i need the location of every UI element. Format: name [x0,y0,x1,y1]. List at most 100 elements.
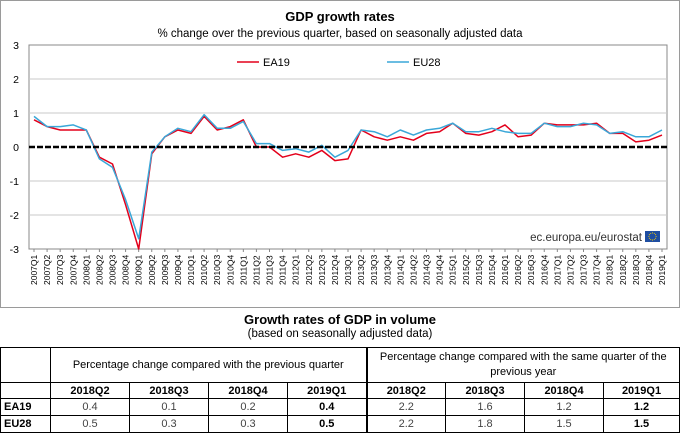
x-tick-label: 2007Q3 [55,254,65,285]
eu-flag-star [655,235,657,238]
table-title: Growth rates of GDP in volume [244,312,436,327]
x-tick-label: 2014Q1 [395,254,405,285]
y-tick-label: -3 [10,244,19,256]
x-tick-label: 2013Q1 [343,254,353,285]
x-tick-label: 2019Q1 [657,254,667,285]
x-tick-label: 2007Q4 [68,254,78,285]
plot-area [28,44,668,250]
table-cell: 0.5 [50,415,130,433]
row-label: EU28 [0,415,51,433]
x-tick-label: 2011Q3 [265,255,275,285]
series-line-eu28 [33,113,663,240]
table-cell: 1.5 [524,415,605,433]
x-tick-label: 2018Q1 [605,254,615,285]
group-header-previous-year: Percentage change compared with the same… [365,347,680,383]
table-cell: 1.5 [603,415,680,433]
eu-flag-star [651,232,654,234]
legend-label-eu28: EU28 [413,57,441,69]
eu-flag-star [655,237,657,239]
legend-label-ea19: EA19 [263,57,290,69]
x-tick-label: 2017Q2 [565,254,575,285]
x-tick-label: 2015Q1 [448,254,458,285]
table-row: EA19 0.4 0.1 0.2 0.4 2.2 1.6 1.2 1.2 [0,398,680,416]
x-tick-label: 2007Q2 [42,254,52,285]
eu-flag-star [648,237,650,239]
x-tick-label: 2018Q2 [618,254,628,285]
x-tick-label: 2015Q3 [474,254,484,285]
y-tick-label: 2 [13,74,19,86]
table-cell: 0.3 [208,415,288,433]
x-tick-label: 2012Q4 [330,254,340,285]
table-subtitle: (based on seasonally adjusted data) [247,328,433,340]
table-cell: 1.8 [445,415,526,433]
quarter-header: 2018Q2 [365,382,447,399]
y-tick-label: -1 [10,176,19,188]
x-tick-label: 2008Q4 [121,254,131,285]
x-tick-label: 2007Q1 [29,254,39,285]
y-tick-label: 3 [13,40,19,52]
corner-cell [0,347,51,383]
x-tick-label: 2011Q4 [278,255,288,285]
x-tick-label: 2014Q3 [422,254,432,285]
quarter-header: 2018Q2 [50,382,130,399]
x-tick-label: 2010Q4 [225,254,235,285]
corner-cell-2 [0,382,51,399]
row-label: EA19 [0,398,51,416]
x-tick-label: 2018Q3 [631,254,641,285]
table-cell: 2.2 [365,415,447,433]
y-tick-label: -2 [10,210,19,222]
eurostat-credit: ec.europa.eu/eurostat [530,232,643,244]
x-tick-label: 2016Q2 [513,254,523,285]
x-tick-label: 2014Q2 [408,254,418,285]
x-tick-label: 2011Q1 [238,255,248,285]
quarter-header: 2018Q3 [445,382,526,399]
x-tick-label: 2008Q1 [81,254,91,285]
chart-title: GDP growth rates [285,9,395,24]
eu-flag-star [653,239,655,241]
x-tick-label: 2013Q2 [356,254,366,285]
x-tick-label: 2010Q1 [186,254,196,285]
x-tick-label: 2012Q3 [317,254,327,285]
quarter-header: 2018Q4 [208,382,288,399]
eu-flag-star [651,239,654,241]
table-cell: 0.4 [286,398,368,416]
eu-flag-star [650,239,652,241]
quarter-header: 2018Q3 [129,382,209,399]
table-cell: 0.4 [50,398,130,416]
x-tick-label: 2011Q2 [251,255,261,285]
table-cell: 2.2 [365,398,447,416]
x-tick-label: 2018Q4 [644,254,654,285]
eu-flag-star [648,235,650,238]
table-row: EU28 0.5 0.3 0.3 0.5 2.2 1.8 1.5 1.5 [0,415,680,433]
table-cell: 1.2 [524,398,605,416]
y-tick-label: 0 [13,142,19,154]
eu-flag-star [653,232,655,234]
x-tick-label: 2012Q1 [291,254,301,285]
eu-flag-star [650,232,652,234]
quarter-header: 2018Q4 [524,382,605,399]
y-tick-label: 1 [13,108,19,120]
x-tick-label: 2014Q4 [435,254,445,285]
x-tick-label: 2012Q2 [304,254,314,285]
x-tick-label: 2008Q2 [94,254,104,285]
x-tick-label: 2015Q2 [461,254,471,285]
eu-flag-icon [645,231,660,242]
table-cell: 0.2 [208,398,288,416]
x-tick-label: 2009Q1 [134,254,144,285]
x-tick-label: 2017Q3 [579,254,589,285]
x-tick-label: 2013Q4 [382,254,392,285]
x-tick-label: 2009Q2 [147,254,157,285]
growth-rates-table: Percentage change compared with the prev… [0,347,680,433]
table-cell: 0.3 [129,415,209,433]
x-tick-label: 2017Q4 [592,254,602,285]
eu-flag-star [655,234,657,236]
x-tick-label: 2009Q3 [160,254,170,285]
eu-flag-star [648,234,650,236]
x-tick-label: 2009Q4 [173,254,183,285]
x-tick-label: 2017Q1 [552,254,562,285]
x-tick-label: 2016Q3 [526,254,536,285]
x-tick-label: 2015Q4 [487,254,497,285]
x-tick-label: 2013Q3 [369,254,379,285]
table-cell: 0.1 [129,398,209,416]
x-tick-label: 2010Q2 [199,254,209,285]
